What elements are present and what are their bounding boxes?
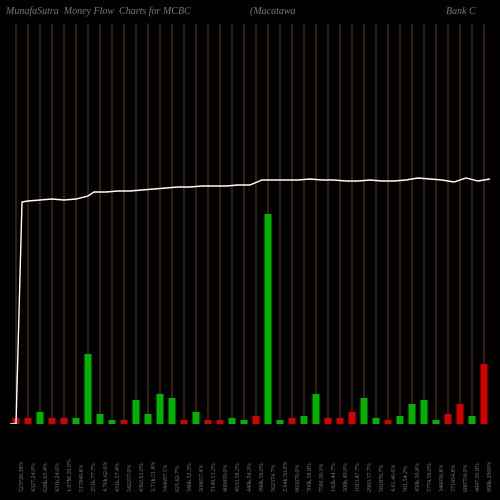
bar: [85, 354, 92, 424]
bar: [265, 214, 272, 424]
x-tick-label: 4.76k.62.6%: [103, 462, 109, 493]
x-tick-label: 865670.0%: [295, 465, 301, 493]
money-flow-chart: [10, 24, 490, 424]
bar: [157, 394, 164, 424]
x-tick-label: 4847.50.8%: [475, 463, 481, 492]
x-tick-label: 4533.58.2%: [235, 463, 241, 492]
x-tick-label: 408459.0%: [223, 465, 229, 493]
bar: [253, 416, 260, 424]
x-tick-label: 431k.57.4%: [115, 463, 121, 492]
x-tick-label: 371454.8%: [451, 465, 457, 493]
x-tick-label: 680754.0%: [463, 465, 469, 493]
x-tick-label: 390k.56.0%: [259, 463, 265, 492]
x-tick-label: 1013.47.7%: [355, 463, 361, 492]
bar: [457, 404, 464, 424]
x-tick-label: 021.62.7%: [175, 466, 181, 492]
title-seg-1: MunafaSutra Money Flow Charts for MCBC: [6, 6, 191, 17]
x-tick-label: 4327.24.0%: [31, 463, 37, 492]
x-tick-label: 501.54.2%: [403, 466, 409, 492]
bar: [445, 414, 452, 424]
x-tick-label: 4362.61.0%: [139, 463, 145, 492]
bar: [97, 414, 104, 424]
bar: [397, 416, 404, 424]
bar: [349, 412, 356, 424]
cumulative-line: [10, 178, 490, 424]
x-tick-label: 508657.4%: [199, 465, 205, 493]
x-tick-label: 500k.49.0%: [343, 463, 349, 492]
x-tick-label: 450k.50.8%: [415, 463, 421, 492]
x-tick-label: 4.61.46.6%: [391, 465, 397, 493]
x-axis-labels: 523720.38% 4327.24.0% 628k.65.4% 431k.24.6%…: [10, 424, 490, 494]
bar: [193, 412, 200, 424]
x-tick-label: 346k.52.3%: [187, 463, 193, 492]
bar: [169, 398, 176, 424]
bar: [361, 398, 368, 424]
x-tick-label: 346056.8%: [439, 465, 445, 493]
title-seg-3: Bank C: [446, 6, 476, 17]
x-tick-label: 142k.44.7%: [331, 463, 337, 492]
bar: [481, 364, 488, 424]
x-tick-label: 562374.7%: [271, 465, 277, 493]
x-tick-label: 3.71k.51.8%: [151, 462, 157, 493]
x-tick-label: 581878.7%: [379, 465, 385, 493]
x-tick-label: 098k.2000%: [487, 462, 493, 493]
title-seg-2: (Macatawa: [250, 6, 296, 17]
x-tick-label: 523720.38%: [19, 462, 25, 493]
x-tick-label: 1.07M.50.0%: [67, 459, 73, 492]
x-tick-label: 5774.56.0%: [427, 463, 433, 492]
bar: [145, 414, 152, 424]
x-tick-label: 2983.57.7%: [367, 463, 373, 492]
x-tick-label: 7149.51.2%: [211, 463, 217, 492]
bar: [469, 416, 476, 424]
x-tick-label: 700k.58.8%: [307, 463, 313, 492]
x-tick-label: 251k.77.7%: [91, 463, 97, 492]
bar: [37, 412, 44, 424]
x-tick-label: 517940.8%: [79, 465, 85, 493]
x-tick-label: 628k.65.4%: [43, 463, 49, 492]
x-tick-label: 544697.1%: [163, 465, 169, 493]
x-tick-label: 75M.39.3%: [319, 464, 325, 492]
bar: [409, 404, 416, 424]
x-tick-label: 2.04k.50.0%: [283, 462, 289, 493]
bar: [133, 400, 140, 424]
bar: [313, 394, 320, 424]
x-tick-label: 440k.54.3%: [247, 463, 253, 492]
bar: [421, 400, 428, 424]
chart-svg: [10, 24, 490, 424]
bar: [301, 416, 308, 424]
x-tick-label: 542257.0%: [127, 465, 133, 493]
x-tick-label: 431k.24.6%: [55, 463, 61, 492]
